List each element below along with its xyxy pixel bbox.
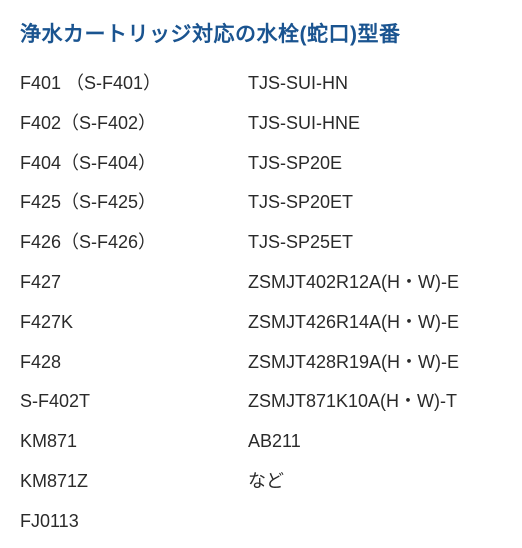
list-item: ZSMJT426R14A(H・W)-E [248, 303, 459, 343]
list-item: F404（S-F404） [20, 144, 210, 184]
list-item: F402（S-F402） [20, 104, 210, 144]
page-title: 浄水カートリッジ対応の水栓(蛇口)型番 [20, 18, 502, 48]
list-item: ZSMJT871K10A(H・W)-T [248, 382, 459, 422]
left-column: F401 （S-F401） F402（S-F402） F404（S-F404） … [20, 64, 210, 542]
model-number-list: F401 （S-F401） F402（S-F402） F404（S-F404） … [20, 64, 502, 542]
list-item: F427 [20, 263, 210, 303]
list-item: TJS-SP20E [248, 144, 459, 184]
list-item: TJS-SP20ET [248, 183, 459, 223]
list-item: F428 [20, 343, 210, 383]
list-item: ZSMJT402R12A(H・W)-E [248, 263, 459, 303]
list-item: F401 （S-F401） [20, 64, 210, 104]
list-item: ZSMJT428R19A(H・W)-E [248, 343, 459, 383]
list-item: AB211 [248, 422, 459, 462]
list-item: F425（S-F425） [20, 183, 210, 223]
list-item: TJS-SUI-HN [248, 64, 459, 104]
right-column: TJS-SUI-HN TJS-SUI-HNE TJS-SP20E TJS-SP2… [248, 64, 459, 542]
list-item: KM871Z [20, 462, 210, 502]
list-item: F426（S-F426） [20, 223, 210, 263]
list-item: F427K [20, 303, 210, 343]
list-item: FJ0113 [20, 502, 210, 542]
list-item: など [248, 462, 459, 502]
list-item: TJS-SP25ET [248, 223, 459, 263]
list-item: TJS-SUI-HNE [248, 104, 459, 144]
list-item: KM871 [20, 422, 210, 462]
list-item: S-F402T [20, 382, 210, 422]
